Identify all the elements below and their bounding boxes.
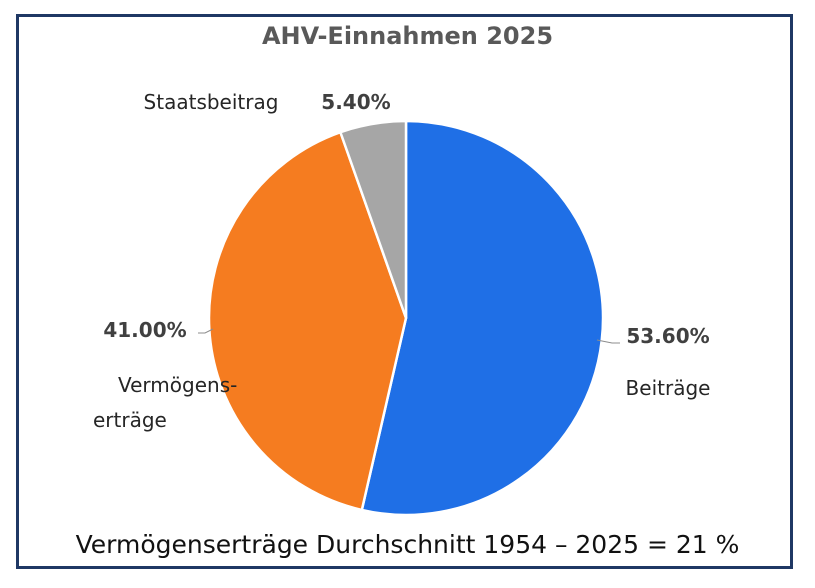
category-label-vermogensertrage-line-1: Vermögens-	[118, 373, 237, 397]
leader-line-vermogensertrage	[198, 328, 214, 334]
footer-note: Vermögenserträge Durchschnitt 1954 – 202…	[75, 530, 740, 559]
leader-line-beitrage	[596, 339, 620, 344]
value-label-staatsbeitrag: 5.40%	[321, 90, 390, 114]
chart-title: AHV-Einnahmen 2025	[261, 22, 554, 50]
pie-slice-staatsbeitrag	[339, 119, 408, 320]
pie-slice-beitrage	[360, 119, 605, 517]
value-label-beitrage: 53.60%	[626, 324, 709, 348]
value-label-vermogensertrage: 41.00%	[103, 318, 186, 342]
pie-slice-vermogensertrage	[207, 130, 408, 512]
slice-labels: 53.60% Beiträge 41.00% Vermögens-erträge 5.4…	[93, 90, 710, 432]
leader-lines	[198, 328, 620, 344]
pie-slices	[207, 119, 605, 517]
category-label-staatsbeitrag: Staatsbeitrag	[144, 90, 279, 114]
category-label-beitrage: Beiträge	[626, 376, 711, 400]
category-label-vermogensertrage-line-2: erträge	[93, 408, 167, 432]
